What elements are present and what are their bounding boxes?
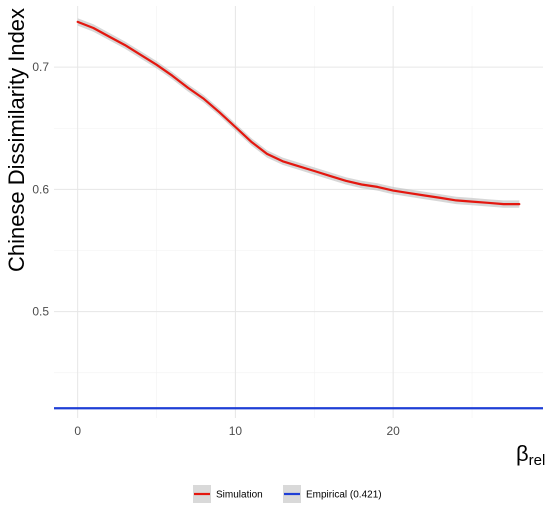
series-layer [54,18,543,410]
x-tick-label: 10 [229,424,243,438]
legend-label: Empirical (0.421) [306,490,382,501]
y-tick-label: 0.6 [32,182,49,196]
grid [54,6,543,418]
legend-item-simulation: Simulation [193,485,263,503]
legend: Simulation Empirical (0.421) [193,485,382,503]
x-tick-label: 0 [74,424,81,438]
y-tick-label: 0.7 [32,60,49,74]
legend-label: Simulation [216,490,263,501]
y-tick-label: 0.5 [32,305,49,319]
y-axis-title: Chinese Dissimilarity Index [4,8,29,272]
simulation-line [76,20,521,206]
simulation-confidence-band [77,18,520,208]
x-axis-title-subscript: rel [529,452,546,469]
tick-labels: 0 10 20 0.5 0.6 0.7 [32,60,400,438]
x-axis-title: βrel [516,441,545,469]
x-axis-title-beta: β [516,441,529,466]
x-tick-label: 20 [386,424,400,438]
legend-item-empirical: Empirical (0.421) [283,485,382,503]
